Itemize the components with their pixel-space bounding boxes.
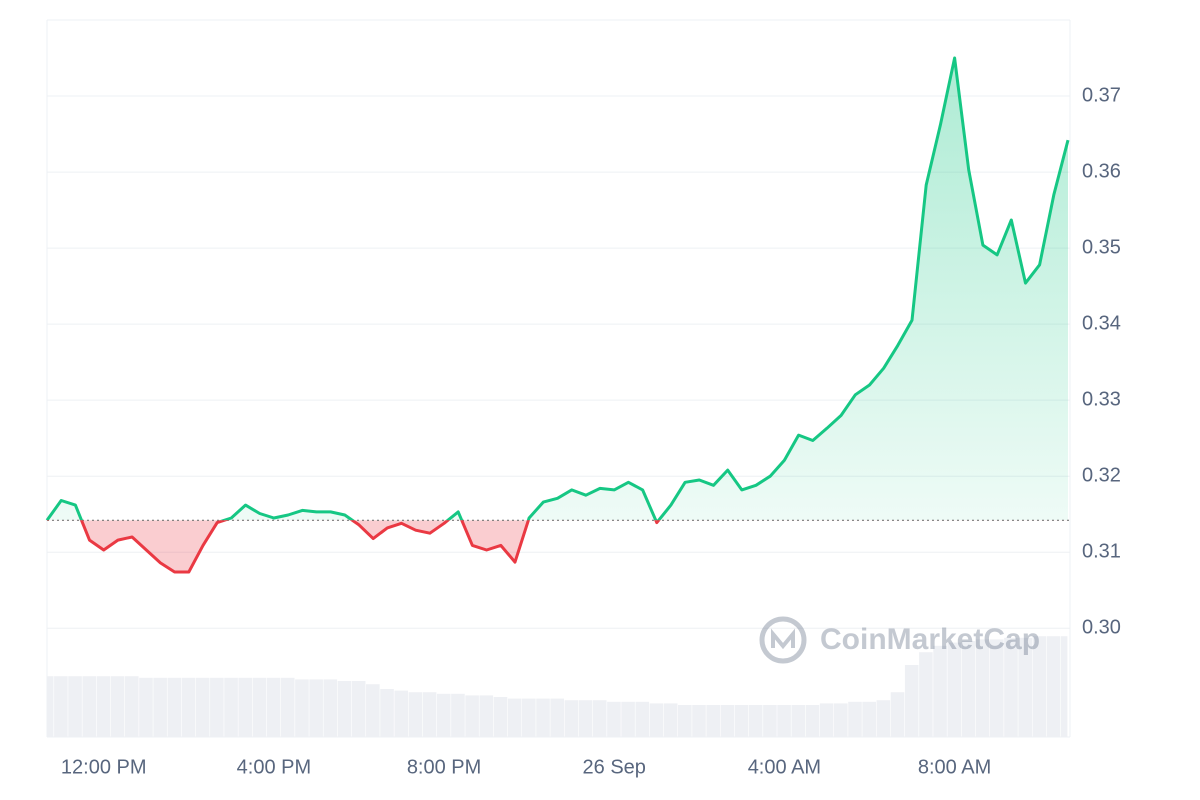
x-tick-label: 4:00 PM — [237, 756, 311, 778]
volume-bar — [68, 676, 82, 737]
watermark: CoinMarketCap — [820, 623, 1040, 656]
volume-bar — [436, 693, 451, 737]
volume-bar — [394, 690, 409, 737]
volume-bar — [380, 689, 394, 737]
volume-bar — [408, 692, 423, 737]
volume-bar — [1032, 636, 1047, 737]
volume-bar — [919, 652, 933, 737]
volume-bar — [479, 695, 494, 737]
volume-bar — [961, 641, 976, 737]
volume-bar — [1018, 637, 1032, 737]
volume-bar — [422, 692, 437, 737]
y-tick-label: 0.35 — [1082, 236, 1121, 258]
y-tick-label: 0.32 — [1082, 464, 1121, 486]
volume-bar — [607, 701, 621, 737]
volume-bar — [720, 705, 735, 737]
y-tick-label: 0.31 — [1082, 541, 1121, 563]
volume-bar — [862, 701, 876, 737]
volume-bar — [947, 642, 962, 737]
volume-bar — [876, 700, 891, 737]
volume-bar — [536, 698, 550, 737]
plot: 0.30 0.31 0.32 0.33 0.34 0.35 0.36 0.37 12:00 PM… — [45, 19, 1121, 778]
volume-bar — [834, 703, 848, 737]
volume-bar — [309, 679, 323, 737]
volume-bar — [564, 700, 579, 737]
watermark-logo-m — [771, 628, 795, 650]
volume-bar — [848, 701, 862, 737]
volume-bar — [238, 677, 253, 737]
volume-bar — [82, 676, 97, 737]
volume-bar — [1004, 637, 1018, 737]
y-tick-label: 0.34 — [1082, 312, 1121, 334]
watermark-logo — [759, 616, 807, 664]
volume-bar — [139, 677, 153, 737]
volume-bar — [195, 677, 210, 737]
volume-bar — [96, 676, 111, 737]
y-tick-label: 0.30 — [1082, 617, 1121, 639]
volume-bar — [748, 705, 763, 737]
volume-bar — [621, 701, 635, 737]
volume-bar — [990, 639, 1004, 737]
volume-bar — [337, 681, 352, 737]
volume-bar — [366, 684, 380, 737]
volume-bar — [678, 705, 692, 737]
volume-bar — [933, 645, 947, 737]
volume-bar — [323, 679, 338, 737]
volume-bar — [181, 677, 196, 737]
volume-bar — [706, 705, 720, 737]
volume-bar — [649, 703, 664, 737]
volume-bar — [663, 703, 678, 737]
volume-bar — [522, 698, 536, 737]
volume-bar — [280, 677, 295, 737]
volume-bar — [252, 677, 267, 737]
volume-bar — [734, 705, 749, 737]
y-tick-label: 0.36 — [1082, 160, 1121, 182]
x-tick-label: 8:00 PM — [407, 756, 481, 778]
volume-bar — [465, 695, 479, 737]
volume-bar — [904, 665, 919, 737]
volume-bar — [266, 677, 281, 737]
x-tick-label: 12:00 PM — [61, 756, 147, 778]
volume-bar — [110, 676, 125, 737]
volume-bar — [54, 676, 68, 737]
y-tick-label: 0.33 — [1082, 388, 1121, 410]
volume-bar — [578, 700, 593, 737]
watermark-group: CoinMarketCap — [759, 616, 1040, 664]
volume-bar — [550, 698, 564, 737]
volume-bar — [295, 679, 309, 737]
volume-bar — [791, 705, 806, 737]
volume-bar — [692, 705, 706, 737]
x-tick-label: 8:00 AM — [918, 756, 991, 778]
volume-bar — [1060, 636, 1068, 737]
volume-bar — [124, 676, 139, 737]
volume-bar — [451, 693, 465, 737]
volume-bar — [777, 705, 791, 737]
volume-bar — [635, 701, 650, 737]
volume-bar — [153, 677, 167, 737]
volume-bar — [507, 698, 522, 737]
volume-bar — [493, 697, 508, 737]
volume-bar — [975, 639, 990, 737]
area-up — [47, 58, 1068, 521]
volume-bar — [47, 676, 54, 737]
volume-bar — [592, 700, 607, 737]
volume-bar — [805, 705, 820, 737]
price-line-up — [45, 56, 1070, 521]
x-tick-label: 26 Sep — [583, 756, 646, 778]
x-tick-label: 4:00 AM — [748, 756, 821, 778]
volume-bar — [210, 677, 224, 737]
volume-bar — [224, 677, 238, 737]
volume-bar — [890, 692, 905, 737]
y-tick-label: 0.37 — [1082, 84, 1121, 106]
volume-bar — [763, 705, 777, 737]
volume-bar — [351, 681, 366, 737]
volume-bar — [819, 703, 834, 737]
volume-bar — [1046, 636, 1061, 737]
volume-bar — [167, 677, 182, 737]
price-line-down — [47, 520, 661, 574]
